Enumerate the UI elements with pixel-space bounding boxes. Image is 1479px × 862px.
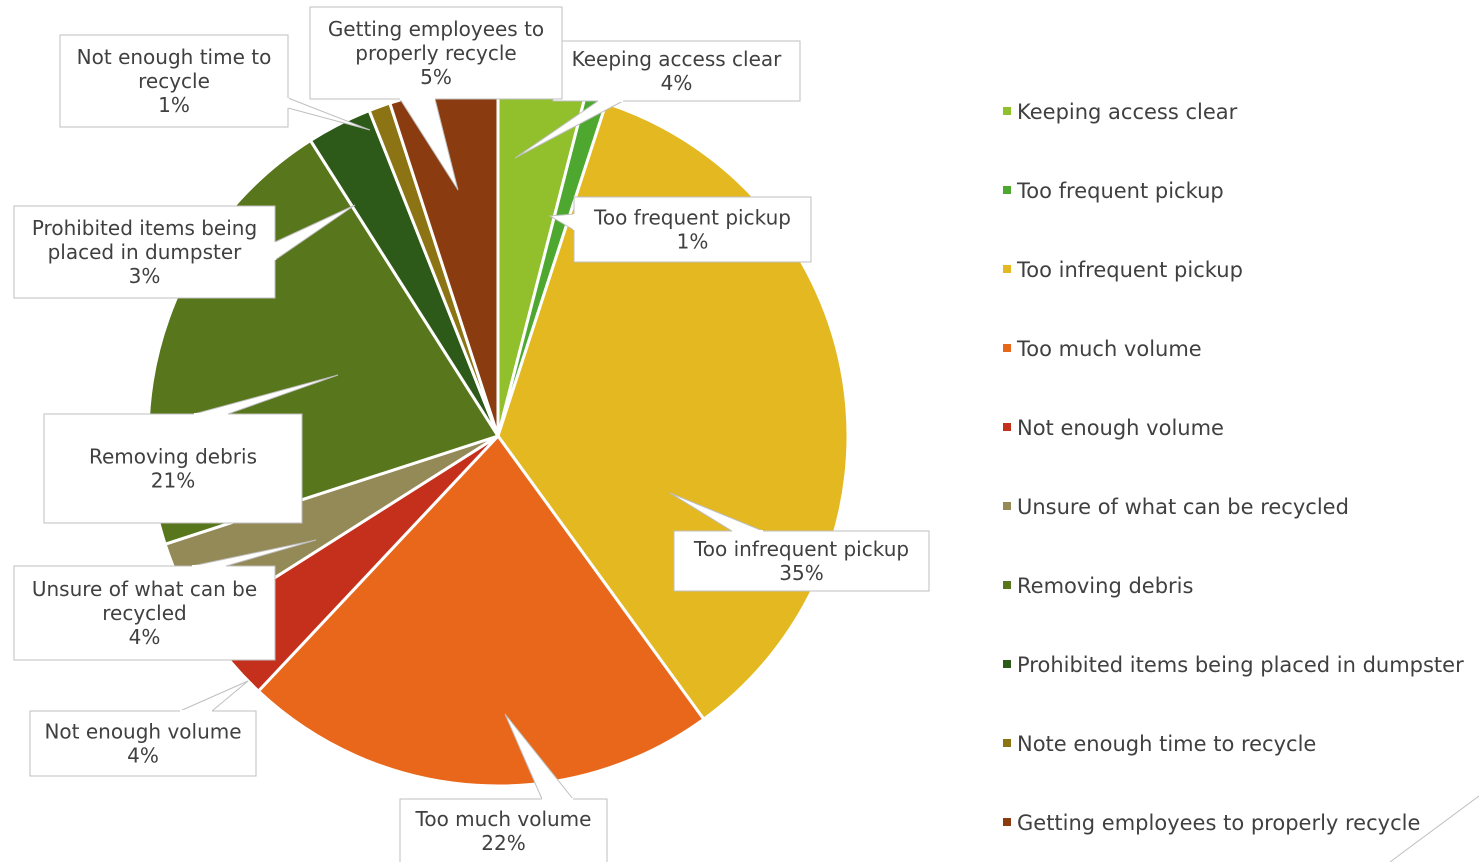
callout-label-line: 1%	[158, 93, 190, 117]
callout-label-line: Too frequent pickup	[593, 206, 791, 230]
callout-label-line: 1%	[677, 230, 709, 254]
legend-swatch	[1003, 344, 1011, 352]
legend-item-4: Not enough volume	[1003, 416, 1224, 440]
callout-label-line: 3%	[129, 264, 161, 288]
pie-slice-3	[256, 434, 706, 788]
callout-pointer	[179, 680, 249, 712]
legend-item-2: Too infrequent pickup	[1003, 258, 1243, 282]
legend-item-8: Note enough time to recycle	[1003, 732, 1316, 756]
legend-swatch	[1003, 660, 1011, 668]
callout-label-line: Removing debris	[89, 445, 257, 469]
callout-label-line: 4%	[127, 744, 159, 768]
callout-box	[13, 565, 276, 661]
legend-label: Note enough time to recycle	[1017, 732, 1316, 756]
callout-label-line: 22%	[481, 831, 525, 855]
legend-swatch	[1003, 818, 1011, 826]
legend-swatch	[1003, 502, 1011, 510]
callout-label-line: Prohibited items being	[32, 216, 257, 240]
callout-label-line: 21%	[151, 469, 195, 493]
callout-box	[43, 413, 303, 524]
legend-swatch	[1003, 107, 1011, 115]
callout-label-line: Too infrequent pickup	[693, 537, 909, 561]
callout-label-line: 5%	[420, 65, 452, 89]
legend-swatch	[1003, 581, 1011, 589]
callout-label-line: recycled	[102, 601, 186, 625]
callout-label-line: 4%	[661, 71, 693, 95]
legend-item-5: Unsure of what can be recycled	[1003, 495, 1349, 519]
chart-legend: Keeping access clear Too frequent pickup T…	[1003, 100, 1464, 835]
legend-swatch	[1003, 265, 1011, 273]
callout-label-line: properly recycle	[355, 41, 516, 65]
callout-box	[13, 205, 276, 299]
legend-item-0: Keeping access clear	[1003, 100, 1238, 124]
callout-label-line: 35%	[779, 561, 823, 585]
legend-swatch	[1003, 739, 1011, 747]
callout-label-line: Keeping access clear	[572, 47, 783, 71]
legend-label: Too much volume	[1016, 337, 1202, 361]
legend-label: Getting employees to properly recycle	[1017, 811, 1420, 835]
legend-item-9: Getting employees to properly recycle	[1003, 811, 1420, 835]
callout-label-line: recycle	[138, 69, 210, 93]
callout-label-line: Getting employees to	[328, 17, 544, 41]
legend-label: Prohibited items being placed in dumpste…	[1017, 653, 1464, 677]
callout-box	[59, 34, 289, 128]
callout-box	[29, 710, 257, 777]
callout-box	[399, 798, 608, 862]
callout-label-line: 4%	[129, 625, 161, 649]
legend-label: Too infrequent pickup	[1016, 258, 1243, 282]
legend-item-6: Removing debris	[1003, 574, 1193, 598]
callout-box	[309, 6, 563, 100]
callout-label-line: placed in dumpster	[48, 240, 243, 264]
legend-item-3: Too much volume	[1003, 337, 1202, 361]
legend-label: Keeping access clear	[1017, 100, 1238, 124]
callout-label-line: Not enough volume	[44, 720, 241, 744]
callout-box	[673, 530, 930, 592]
legend-item-1: Too frequent pickup	[1003, 179, 1224, 203]
callout-label-line: Unsure of what can be	[32, 577, 257, 601]
legend-label: Removing debris	[1017, 574, 1193, 598]
callout-label-line: Too much volume	[415, 807, 592, 831]
legend-label: Not enough volume	[1017, 416, 1224, 440]
legend-label: Too frequent pickup	[1016, 179, 1224, 203]
decorative-corner-line	[1389, 795, 1479, 862]
legend-label: Unsure of what can be recycled	[1017, 495, 1349, 519]
callout-label-line: Not enough time to	[77, 45, 272, 69]
legend-item-7: Prohibited items being placed in dumpste…	[1003, 653, 1464, 677]
legend-swatch	[1003, 186, 1011, 194]
legend-swatch	[1003, 423, 1011, 431]
